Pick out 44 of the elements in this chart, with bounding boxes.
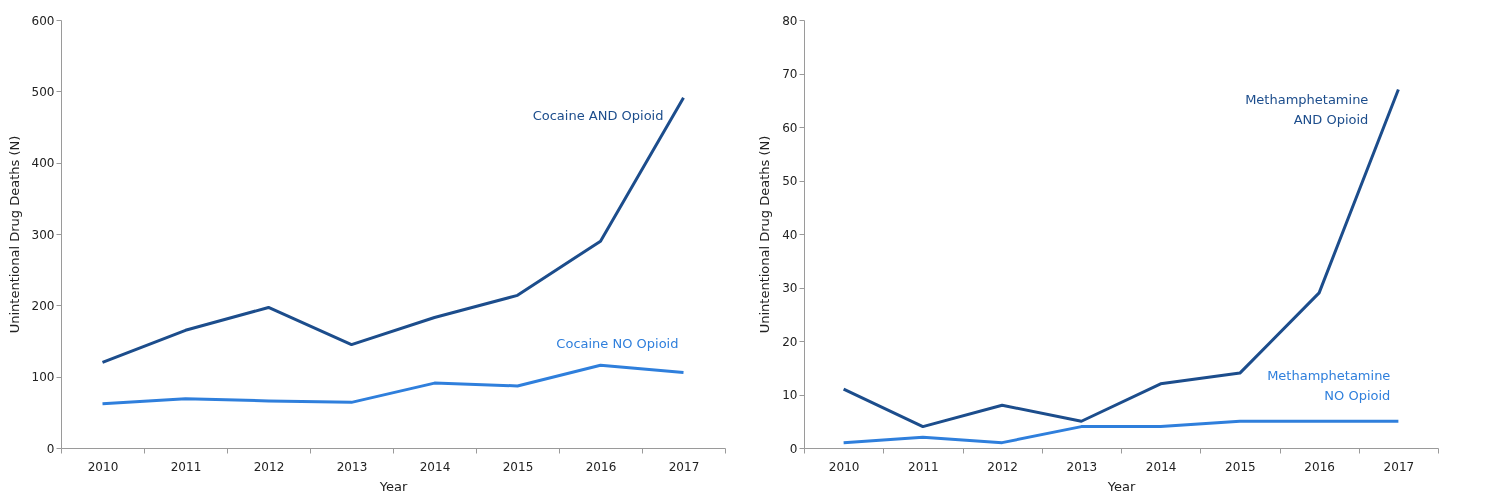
x-tick-label: 2010	[828, 459, 860, 474]
x-axis-title: Year	[378, 478, 408, 494]
x-tick-label: 2014	[419, 459, 451, 474]
x-tick-label: 2010	[87, 459, 119, 474]
x-tick-label: 2017	[668, 459, 700, 474]
y-tick-label: 50	[782, 174, 798, 188]
x-tick-label: 2014	[1145, 459, 1177, 474]
y-tick-label: 0	[46, 441, 55, 456]
y-tick-label: 0	[789, 441, 798, 456]
x-tick-label: 2016	[585, 459, 617, 474]
series-label: Methamphetamine NO Opioid	[1267, 368, 1391, 404]
line-series	[101, 96, 685, 364]
x-tick-label: 2012	[253, 459, 285, 474]
x-axis-title: Year	[1106, 478, 1136, 494]
y-tick-label: 20	[782, 334, 798, 349]
x-tick-label: 2015	[1225, 459, 1256, 474]
x-tick-label: 2012	[987, 459, 1018, 474]
line-series	[842, 419, 1400, 445]
series-label: Cocaine NO Opioid	[556, 336, 679, 352]
y-tick-label: 500	[31, 84, 55, 99]
y-tick-label: 600	[31, 13, 55, 28]
y-tick-label: 60	[782, 120, 798, 135]
y-tick-label: 10	[782, 388, 798, 402]
y-tick-label: 100	[31, 370, 55, 385]
y-tick-label: 40	[782, 227, 798, 242]
line-series	[101, 363, 685, 406]
x-tick-label: 2016	[1304, 459, 1335, 474]
y-tick-label: 200	[31, 298, 55, 313]
line-series	[842, 88, 1400, 429]
y-tick-label: 300	[31, 227, 55, 242]
x-tick-label: 2015	[502, 459, 534, 474]
x-tick-label: 2017	[1383, 459, 1415, 474]
y-tick-label: 70	[782, 67, 798, 81]
x-tick-label: 2013	[1066, 459, 1098, 474]
y-axis-title: Unintentional Drug Deaths (N)	[6, 135, 22, 334]
series-label: Methamphetamine AND Opioid	[1245, 91, 1369, 127]
y-tick-label: 400	[31, 156, 55, 171]
x-tick-label: 2013	[336, 459, 368, 474]
series-label: Cocaine AND Opioid	[532, 107, 664, 123]
x-tick-label: 2011	[908, 459, 939, 474]
y-tick-label: 80	[782, 13, 798, 28]
y-tick-label: 30	[782, 281, 798, 295]
x-tick-label: 2011	[170, 459, 202, 474]
y-axis-title: Unintentional Drug Deaths (N)	[757, 135, 773, 334]
